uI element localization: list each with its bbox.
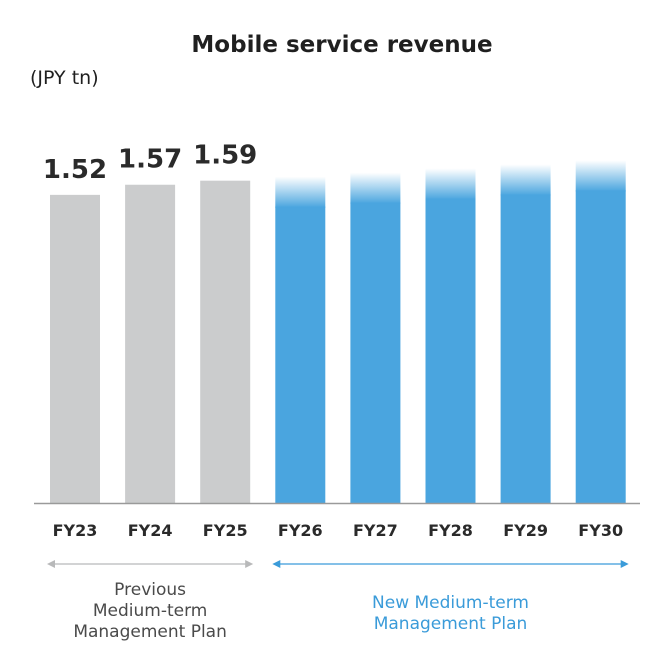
tick-label-fy23: FY23 [53,521,98,540]
previous-plan-label-line-2: Medium-term [93,601,207,621]
tick-label-fy24: FY24 [128,521,173,540]
bar-fy27 [350,172,401,503]
bar-fy25 [200,180,251,503]
new-plan-label-line-2: Management Plan [374,614,528,634]
previous-plan-label-line-3: Management Plan [73,622,227,642]
value-label-fy25: 1.59 [193,141,257,171]
tick-label-fy25: FY25 [203,521,248,540]
chart-title: Mobile service revenue [191,32,492,58]
previous-plan-label-line-1: Previous [114,580,186,600]
value-label-fy23: 1.52 [43,155,107,185]
tick-label-fy28: FY28 [428,521,473,540]
tick-label-fy26: FY26 [278,521,323,540]
bar-fy23 [50,194,100,503]
bar-fy26 [275,176,326,503]
tick-label-fy27: FY27 [353,521,398,540]
tick-label-fy29: FY29 [503,521,548,540]
bar-fy28 [425,168,476,504]
unit-label: (JPY tn) [30,67,99,89]
tick-label-fy30: FY30 [578,521,623,540]
bar-fy30 [575,160,626,504]
bar-fy24 [125,184,176,503]
value-label-fy24: 1.57 [118,145,182,175]
bar-fy29 [500,164,551,503]
new-plan-label-line-1: New Medium-term [372,593,529,613]
